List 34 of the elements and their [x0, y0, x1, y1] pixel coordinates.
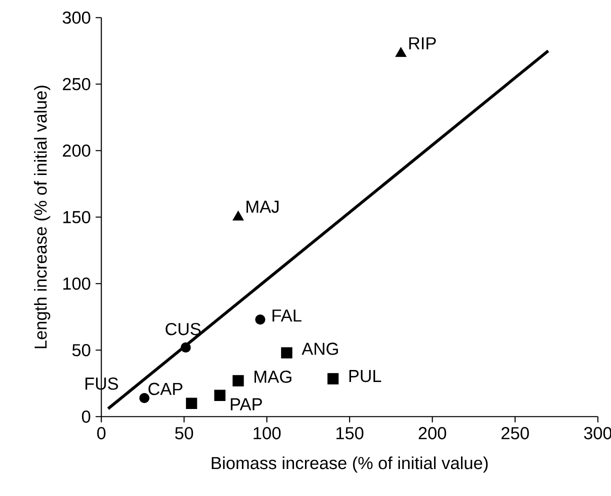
y-tick-label: 200 — [62, 144, 90, 157]
y-tick-label: 300 — [62, 11, 90, 24]
x-tick-label: 50 — [175, 427, 194, 440]
y-tick-label: 150 — [63, 210, 90, 224]
x-tick-label: 250 — [502, 427, 529, 440]
y-tick-label: 0 — [82, 410, 90, 423]
x-tick-label: 100 — [254, 427, 281, 440]
point — [327, 373, 339, 384]
x-tick-label: 150 — [336, 427, 364, 440]
annotation: ANG — [302, 342, 338, 355]
point — [139, 392, 150, 404]
annotation: PUL — [349, 370, 382, 382]
x-tick-label: 200 — [418, 427, 446, 440]
point — [180, 342, 191, 353]
x-tick-label: 0 — [97, 427, 106, 440]
annotation: CAP — [148, 382, 182, 396]
annotation: FAL — [272, 310, 302, 322]
y-tick-label: 250 — [62, 78, 90, 90]
annotation: PAP — [230, 398, 262, 410]
point — [214, 390, 226, 401]
point — [255, 314, 266, 325]
point — [232, 375, 244, 386]
point — [281, 347, 292, 358]
y-tick-label: 50 — [72, 344, 90, 356]
annotation: RIP — [409, 37, 436, 50]
point — [232, 210, 244, 220]
point — [395, 47, 406, 57]
y-axis-title: Length increase (% of initial value) — [34, 86, 50, 348]
annotation: CUS — [166, 322, 201, 336]
annotation: MAJ — [246, 200, 279, 213]
x-axis-title: Biomass increase (% of initial value) — [212, 456, 488, 473]
y-tick-label: 100 — [63, 277, 90, 290]
point — [186, 398, 198, 409]
annotation: MAG — [254, 370, 292, 383]
